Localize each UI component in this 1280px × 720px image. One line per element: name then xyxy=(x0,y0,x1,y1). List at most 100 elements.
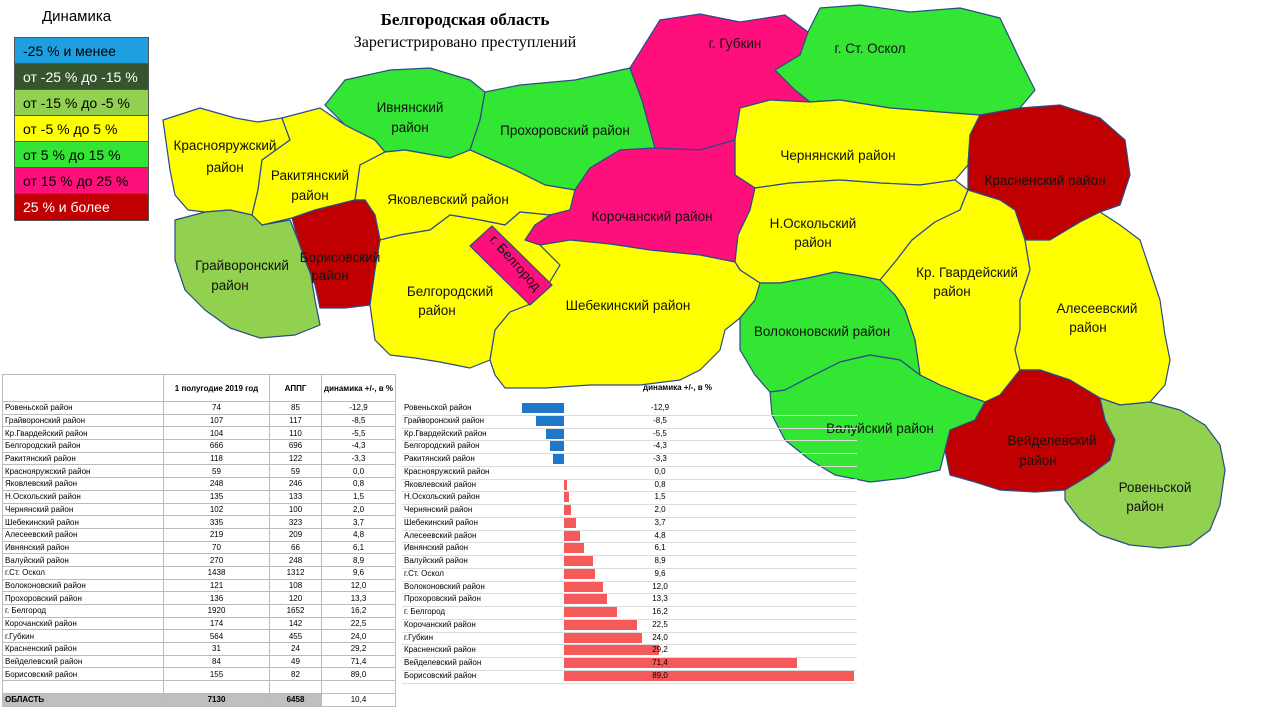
table-row: Ракитянский район 118 122 -3,3 xyxy=(2,451,397,466)
cell-dynamics: 12,0 xyxy=(320,578,397,593)
bar-row: Прохоровский район 13,3 xyxy=(402,593,857,607)
label-rakityansky-2: район xyxy=(291,188,329,203)
legend: -25 % и менее от -25 % до -15 % от -15 % д… xyxy=(14,37,149,221)
bar-value-label: 16,2 xyxy=(652,607,668,616)
cell-dynamics: 29,2 xyxy=(320,642,397,656)
region-shebekinsky[interactable] xyxy=(489,239,761,389)
cell-region: Ракитянский район xyxy=(2,451,164,466)
bar-category-label: Кр.Гвардейский район xyxy=(404,428,487,438)
bar-category-label: г.Ст. Оскол xyxy=(404,568,444,578)
cell-region: Грайворонский район xyxy=(2,413,164,428)
bar-row: Кр.Гвардейский район -5,5 xyxy=(402,428,857,442)
cell-prev: 248 xyxy=(269,553,322,567)
spacer-cell xyxy=(269,680,322,694)
cell-prev: 142 xyxy=(269,616,322,631)
cell-prev: 82 xyxy=(269,667,322,682)
cell-prev: 120 xyxy=(269,591,322,605)
cell-region: Шебекинский район xyxy=(2,515,164,529)
bar xyxy=(564,530,580,541)
region-belgorod-city[interactable] xyxy=(469,225,553,306)
spacer-cell xyxy=(2,680,164,694)
bar-row: Ракитянский район -3,3 xyxy=(402,453,857,467)
label-krasnoyaruzhsky-2: район xyxy=(206,160,244,175)
table-row: г. Белгород 1920 1652 16,2 xyxy=(2,604,397,618)
cell-current: 335 xyxy=(163,515,270,529)
bar-row: г. Белгород 16,2 xyxy=(402,606,857,620)
bar xyxy=(564,645,660,656)
cell-prev: 133 xyxy=(269,489,322,504)
bar xyxy=(564,505,571,515)
label-gubkin: г. Губкин xyxy=(709,36,762,51)
label-volokonovsky: Волоконовский район xyxy=(754,324,890,339)
bar-value-label: 13,3 xyxy=(652,594,668,604)
cell-prev: 85 xyxy=(269,401,322,415)
bar xyxy=(549,441,564,452)
cell-dynamics: -3,3 xyxy=(320,451,397,466)
bar-value-label: 2,0 xyxy=(654,505,666,514)
table-row: Н.Оскольский район 135 133 1,5 xyxy=(2,489,397,504)
cell-prev: 122 xyxy=(269,451,322,466)
bar-row: Грайворонский район -8,5 xyxy=(402,415,857,429)
header-prev: АППГ xyxy=(269,374,322,402)
bar xyxy=(564,568,596,579)
cell-region: Краснояружский район xyxy=(2,464,164,479)
table-row: Грайворонский район 107 117 -8,5 xyxy=(2,413,397,428)
cell-dynamics: 1,5 xyxy=(320,489,397,504)
table-row: Прохоровский район 136 120 13,3 xyxy=(2,591,397,605)
cell-region: Белгородский район xyxy=(2,439,164,453)
label-alekseevsky: Алесеевский xyxy=(1057,301,1138,316)
label-alekseevsky-2: район xyxy=(1069,320,1107,335)
bar-value-label: -4,3 xyxy=(653,441,667,451)
region-chernyansky[interactable] xyxy=(734,99,981,189)
label-belgorodsky-2: район xyxy=(418,303,456,318)
cell-region: Валуйский район xyxy=(2,553,164,567)
bar-row: Валуйский район 8,9 xyxy=(402,555,857,569)
cell-dynamics: 8,9 xyxy=(320,553,397,567)
cell-region: г.Ст. Оскол xyxy=(2,565,164,580)
region-alekseevsky[interactable] xyxy=(1014,211,1171,406)
label-borisovsky: Борисовский xyxy=(300,250,381,265)
total-label: ОБЛАСТЬ xyxy=(2,692,164,707)
label-korochansky: Корочанский район xyxy=(591,209,712,224)
legend-title: Динамика xyxy=(42,8,112,25)
bar xyxy=(564,607,617,617)
table-row: Яковлевский район 248 246 0,8 xyxy=(2,477,397,491)
cell-region: Красненский район xyxy=(2,642,164,656)
label-belgorodsky: Белгородский xyxy=(407,284,493,299)
cell-prev: 696 xyxy=(269,439,322,453)
cell-current: 1920 xyxy=(163,604,270,618)
bar-row: Чернянский район 2,0 xyxy=(402,504,857,518)
cell-prev: 117 xyxy=(269,413,322,428)
map-title-block: Белгородская область Зарегистрировано пр… xyxy=(320,10,610,52)
map-subtitle: Зарегистрировано преступлений xyxy=(353,34,577,51)
region-rovenskoy[interactable] xyxy=(1064,397,1226,549)
cell-prev: 100 xyxy=(269,502,322,517)
total-prev: 6458 xyxy=(269,692,322,707)
label-krasnoyaruzhsky: Краснояружский xyxy=(174,138,277,153)
label-chernyansky: Чернянский район xyxy=(780,148,895,163)
legend-item: от -5 % до 5 % xyxy=(15,116,148,142)
cell-dynamics: 0,0 xyxy=(320,464,397,479)
cell-region: г. Белгород xyxy=(2,604,164,618)
cell-dynamics: 6,1 xyxy=(320,540,397,555)
cell-prev: 1312 xyxy=(269,565,322,580)
bar-row: Белгородский район -4,3 xyxy=(402,440,857,454)
bar xyxy=(564,619,638,630)
cell-current: 107 xyxy=(163,413,270,428)
label-veydelevsky: Вейделевский xyxy=(1007,433,1096,448)
bar-value-label: 4,8 xyxy=(654,530,666,540)
region-stoskol[interactable] xyxy=(774,4,1036,116)
cell-region: Корочанский район xyxy=(2,616,164,631)
bar-category-label: г. Белгород xyxy=(404,607,446,616)
table-row: Волоконовский район 121 108 12,0 xyxy=(2,578,397,593)
label-grayvoronsky-2: район xyxy=(211,278,249,293)
bar-row: Н.Оскольский район 1,5 xyxy=(402,491,857,505)
table-row: Кр.Гвардейский район 104 110 -5,5 xyxy=(2,426,397,441)
label-rovenskoy-2: район xyxy=(1126,499,1164,514)
cell-prev: 209 xyxy=(269,527,322,542)
bar-value-label: 12,0 xyxy=(652,581,668,591)
cell-prev: 66 xyxy=(269,540,322,555)
region-grayvoronsky[interactable] xyxy=(174,209,321,339)
cell-current: 270 xyxy=(163,553,270,567)
bar-value-label: 0,0 xyxy=(654,466,666,476)
